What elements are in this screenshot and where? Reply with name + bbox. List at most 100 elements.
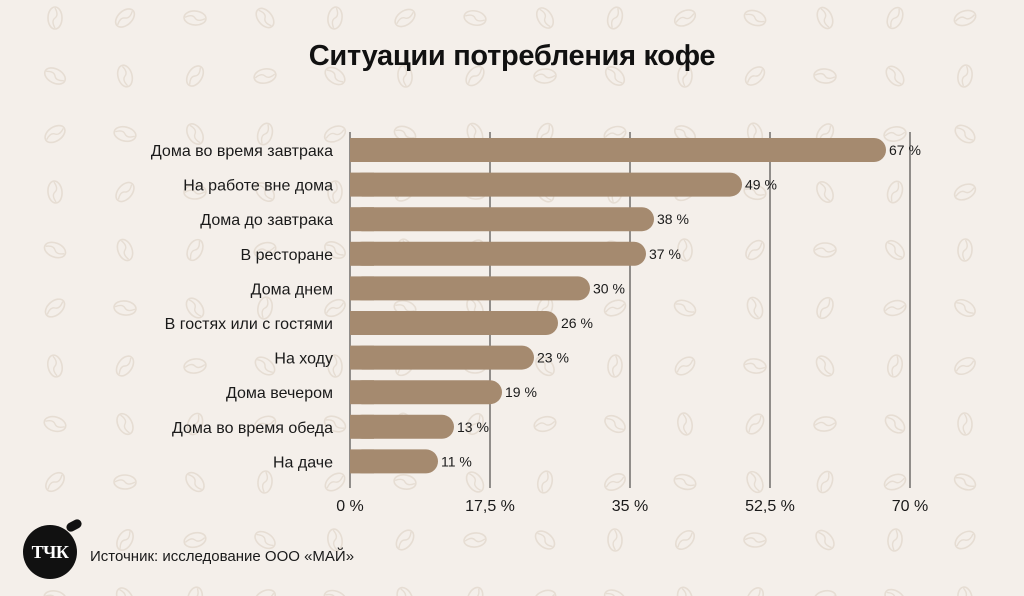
coffee-bean-icon	[746, 296, 764, 320]
coffee-bean-icon	[746, 470, 764, 494]
coffee-bean-icon	[673, 473, 697, 491]
coffee-bean-icon	[393, 474, 417, 490]
coffee-bean-icon	[185, 65, 205, 87]
bar-base	[350, 276, 374, 301]
coffee-bean-icon	[44, 124, 66, 144]
data-label: 26 %	[561, 315, 593, 331]
category-label: На ходу	[274, 351, 333, 368]
coffee-bean-icon	[743, 9, 767, 27]
coffee-bean-icon	[186, 586, 204, 596]
coffee-bean-icon	[463, 9, 487, 27]
data-label: 38 %	[657, 211, 689, 227]
coffee-bean-icon	[604, 473, 626, 491]
coffee-bean-icon	[533, 68, 557, 84]
coffee-bean-icon	[43, 241, 67, 259]
coffee-bean-icon	[115, 355, 135, 377]
coffee-bean-icon	[47, 180, 63, 204]
data-label: 13 %	[457, 419, 489, 435]
coffee-bean-icon	[816, 180, 834, 204]
coffee-bean-icon	[886, 354, 904, 378]
coffee-bean-icon	[324, 298, 346, 318]
coffee-bean-icon	[816, 296, 834, 320]
coffee-bean-icon	[606, 6, 624, 30]
coffee-bean-icon	[327, 528, 343, 552]
coffee-bean-icon	[954, 124, 976, 144]
coffee-bean-icon	[887, 528, 903, 552]
coffee-bean-icon	[253, 68, 277, 84]
coffee-bean-icon	[953, 9, 977, 27]
bar-base	[350, 207, 374, 232]
coffee-bean-icon	[44, 298, 66, 318]
coffee-bean-icon	[324, 472, 346, 492]
coffee-bean-icon	[743, 532, 767, 548]
coffee-bean-icon	[115, 587, 135, 596]
coffee-bean-icon	[395, 529, 415, 551]
coffee-bean-icon	[957, 586, 973, 596]
bar	[350, 345, 534, 370]
x-tick-label: 70 %	[892, 498, 928, 515]
coffee-bean-icon	[674, 529, 696, 551]
coffee-bean-icon	[254, 530, 276, 550]
coffee-bean-icon	[883, 299, 907, 317]
coffee-bean-icon	[535, 7, 555, 29]
coffee-bean-icon	[885, 239, 905, 261]
coffee-bean-icon	[815, 529, 835, 551]
coffee-bean-icon	[113, 474, 137, 490]
coffee-bean-icon	[185, 471, 205, 493]
coffee-bean-icon	[954, 298, 976, 318]
coffee-bean-icon	[324, 241, 346, 259]
bar-base	[350, 345, 374, 370]
coffee-bean-icon	[253, 415, 277, 433]
coffee-bean-icon	[254, 356, 276, 376]
category-label: Дома до завтрака	[200, 212, 333, 229]
data-label: 30 %	[593, 280, 625, 296]
coffee-bean-icon	[465, 65, 485, 87]
category-label: На работе вне дома	[183, 178, 333, 195]
coffee-bean-icon	[255, 7, 275, 29]
coffee-bean-icon	[604, 414, 626, 434]
coffee-bean-icon	[603, 589, 627, 596]
bar	[350, 138, 886, 162]
coffee-bean-icon	[466, 412, 484, 436]
coffee-bean-icon	[253, 241, 277, 259]
coffee-bean-icon	[603, 299, 627, 317]
coffee-bean-icon	[954, 356, 976, 376]
bar	[350, 172, 742, 197]
coffee-bean-icon	[607, 528, 623, 552]
bar	[350, 414, 454, 439]
coffee-bean-icon	[46, 354, 64, 378]
bar	[350, 207, 654, 232]
x-tick-label: 52,5 %	[745, 498, 795, 515]
bar-base	[350, 449, 374, 474]
coffee-bean-icon	[674, 356, 696, 376]
coffee-bean-icon	[884, 414, 906, 434]
data-label: 19 %	[505, 384, 537, 400]
coffee-bean-icon	[816, 6, 834, 30]
bar	[350, 241, 646, 266]
x-tick-label: 35 %	[612, 498, 648, 515]
coffee-bean-icon	[954, 530, 976, 550]
coffee-bean-icon	[256, 122, 274, 146]
coffee-bean-icon	[257, 296, 273, 320]
coffee-bean-icon	[536, 470, 554, 494]
coffee-bean-icon	[186, 123, 204, 145]
coffee-bean-icon	[463, 532, 487, 548]
coffee-bean-icon	[47, 6, 63, 30]
source-note: Источник: исследование ООО «МАЙ»	[90, 548, 355, 565]
coffee-bean-icon	[673, 9, 697, 27]
category-label: В гостях или с гостями	[165, 316, 333, 333]
coffee-bean-icon	[183, 358, 207, 374]
category-label: В ресторане	[241, 247, 334, 264]
coffee-bean-icon	[327, 180, 343, 204]
coffee-bean-icon	[116, 528, 134, 552]
coffee-bean-icon	[953, 473, 977, 491]
coffee-bean-icon	[114, 8, 136, 28]
coffee-bean-icon	[183, 10, 207, 26]
bar	[350, 380, 502, 405]
coffee-bean-icon	[745, 413, 765, 435]
bar-base	[350, 311, 374, 335]
coffee-bean-icon	[535, 355, 555, 377]
data-label: 49 %	[745, 177, 777, 193]
category-label: Дома днем	[251, 281, 333, 298]
